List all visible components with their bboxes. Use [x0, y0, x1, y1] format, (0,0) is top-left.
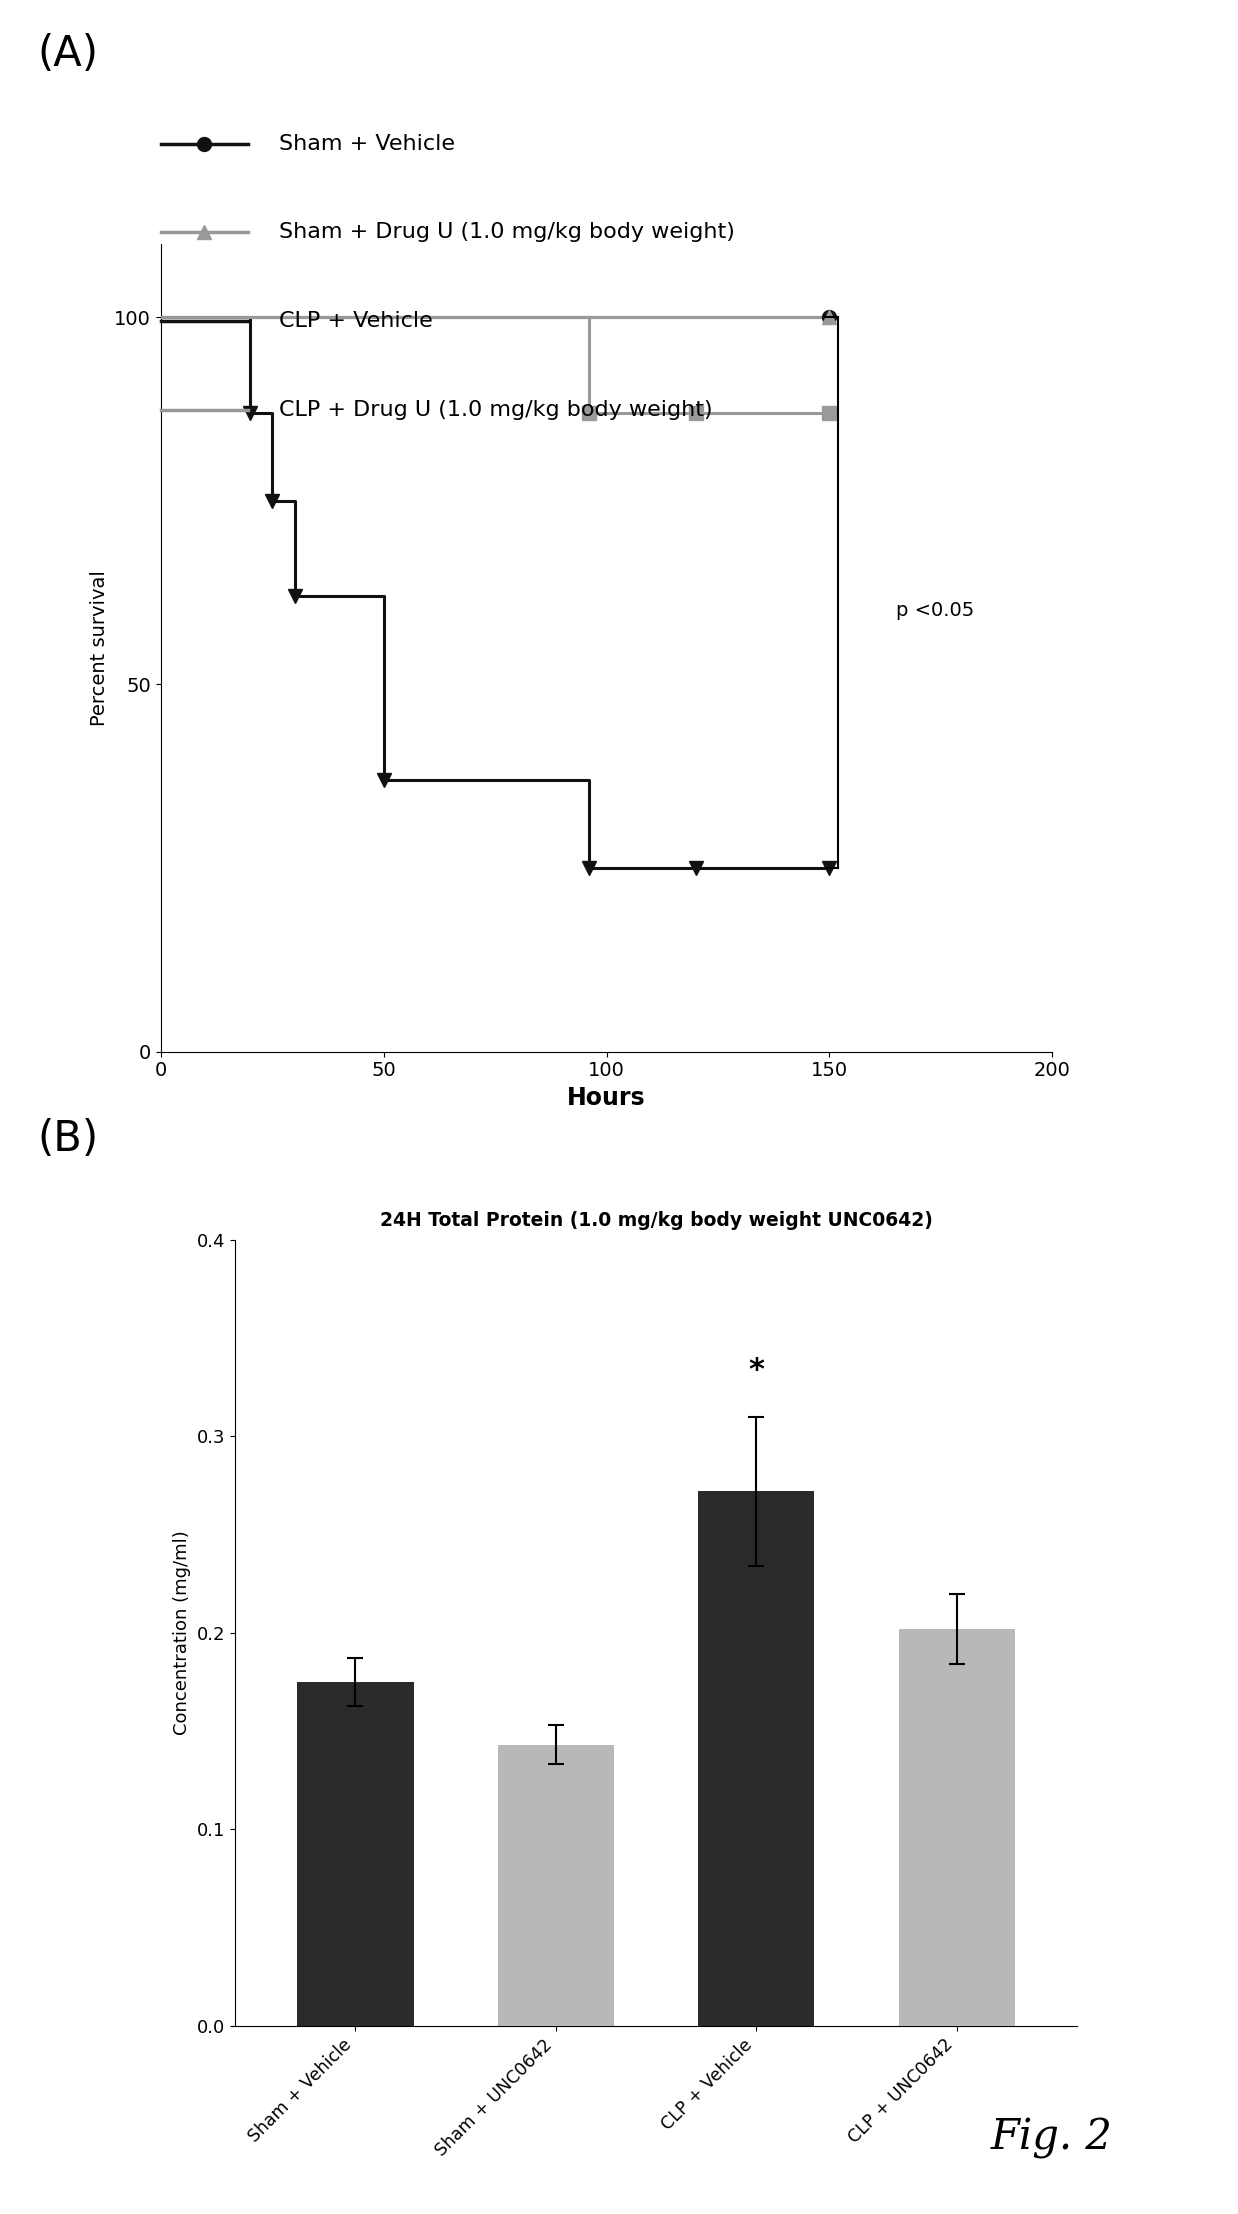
- Text: *: *: [748, 1357, 764, 1386]
- Text: (A): (A): [37, 33, 98, 75]
- Text: (B): (B): [37, 1118, 98, 1160]
- Text: Sham + Drug U (1.0 mg/kg body weight): Sham + Drug U (1.0 mg/kg body weight): [279, 221, 734, 244]
- Bar: [498, 1745, 614, 2026]
- Text: p <0.05: p <0.05: [896, 602, 974, 620]
- Y-axis label: Percent survival: Percent survival: [90, 569, 109, 726]
- Text: Fig. 2: Fig. 2: [990, 2117, 1112, 2159]
- Bar: [899, 1630, 1015, 2026]
- Text: CLP + Drug U (1.0 mg/kg body weight): CLP + Drug U (1.0 mg/kg body weight): [279, 399, 712, 421]
- Text: Sham + Vehicle: Sham + Vehicle: [279, 133, 454, 155]
- Bar: [698, 1492, 815, 2026]
- X-axis label: Hours: Hours: [567, 1085, 646, 1109]
- Title: 24H Total Protein (1.0 mg/kg body weight UNC0642): 24H Total Protein (1.0 mg/kg body weight…: [380, 1211, 932, 1231]
- Bar: [297, 1683, 413, 2026]
- Y-axis label: Concentration (mg/ml): Concentration (mg/ml): [173, 1530, 192, 1736]
- Text: CLP + Vehicle: CLP + Vehicle: [279, 310, 432, 332]
